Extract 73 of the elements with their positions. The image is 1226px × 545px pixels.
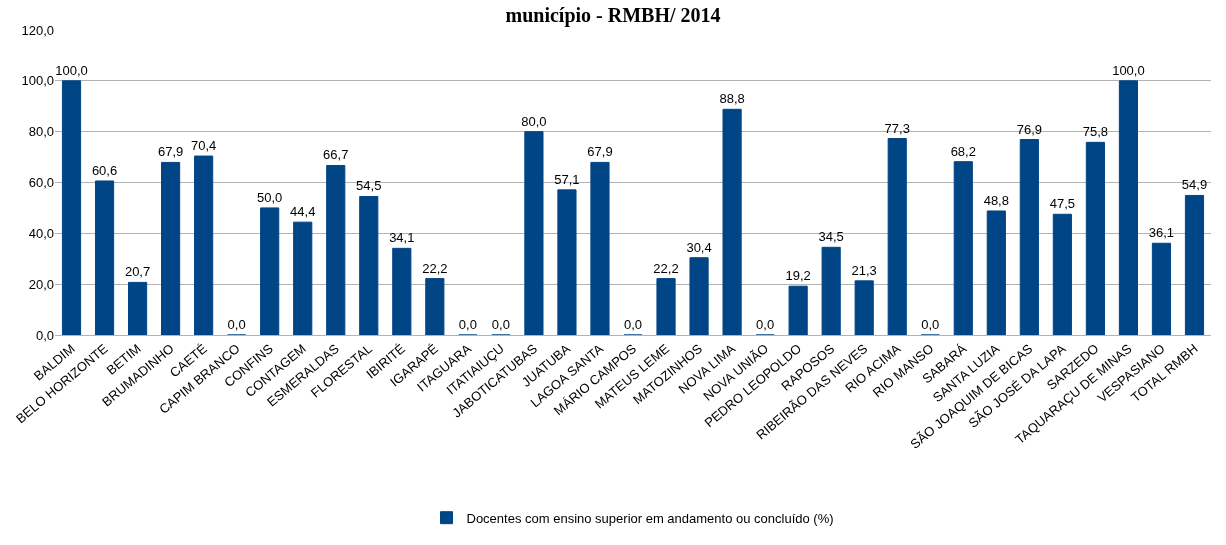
bar xyxy=(127,281,148,335)
data-label: 76,9 xyxy=(1016,121,1042,137)
bar xyxy=(722,108,742,335)
y-tick-label: 40,0 xyxy=(28,225,54,241)
data-label: 34,5 xyxy=(818,229,844,245)
data-label: 22,2 xyxy=(422,260,448,276)
chart-title: município - RMBH/ 2014 xyxy=(505,4,721,28)
bar xyxy=(1118,80,1139,335)
data-label: 21,3 xyxy=(851,262,877,278)
bar xyxy=(293,221,313,335)
bar xyxy=(425,278,445,335)
data-label: 19,2 xyxy=(785,268,811,284)
bar xyxy=(656,278,676,335)
data-label: 68,2 xyxy=(950,143,976,159)
bar xyxy=(689,257,709,335)
data-label: 0,0 xyxy=(458,317,477,332)
bar xyxy=(788,285,808,335)
bar xyxy=(392,247,412,335)
bar xyxy=(821,246,841,335)
bar xyxy=(590,161,610,335)
data-label: 88,8 xyxy=(719,91,745,107)
data-label: 47,5 xyxy=(1049,196,1076,212)
data-label: 0,0 xyxy=(921,317,940,332)
y-tick-label: 0,0 xyxy=(35,327,54,343)
data-label: 66,7 xyxy=(323,147,349,163)
data-label: 48,8 xyxy=(983,192,1009,208)
bar xyxy=(1052,213,1072,335)
data-label: 100,0 xyxy=(1112,62,1145,78)
bar xyxy=(61,80,82,335)
data-label: 34,1 xyxy=(389,230,415,246)
legend-label: Docentes com ensino superior em andamento ou concluído (%) xyxy=(466,510,834,526)
data-label: 0,0 xyxy=(623,317,643,332)
data-label: 0,0 xyxy=(491,317,510,332)
bar xyxy=(326,164,346,335)
bar xyxy=(260,207,280,335)
bar xyxy=(854,280,874,335)
data-label: 100,0 xyxy=(55,62,88,78)
y-tick-label: 100,0 xyxy=(21,73,54,89)
data-label: 44,4 xyxy=(290,204,316,220)
bar xyxy=(887,138,907,335)
bar xyxy=(557,189,577,335)
bar xyxy=(986,210,1006,335)
data-label: 30,4 xyxy=(686,239,712,255)
y-tick-label: 120,0 xyxy=(21,22,54,38)
bar xyxy=(953,161,973,335)
bar xyxy=(1019,139,1039,335)
data-label: 22,2 xyxy=(653,260,679,276)
data-label: 50,0 xyxy=(257,189,283,205)
data-label: 70,4 xyxy=(190,138,217,154)
bar xyxy=(524,131,544,335)
data-label: 20,7 xyxy=(124,264,151,280)
bar xyxy=(1085,141,1105,335)
data-label: 54,5 xyxy=(356,178,382,194)
bar xyxy=(161,161,181,335)
data-label: 36,1 xyxy=(1148,225,1175,241)
bar xyxy=(1184,194,1205,335)
data-label: 75,8 xyxy=(1082,124,1109,140)
data-label: 67,9 xyxy=(587,144,613,160)
bar xyxy=(194,155,214,335)
data-label: 0,0 xyxy=(756,317,775,332)
data-label: 67,9 xyxy=(157,144,184,160)
bar xyxy=(359,195,379,335)
data-label: 60,6 xyxy=(91,162,118,178)
y-tick-label: 20,0 xyxy=(28,276,54,292)
bar xyxy=(94,180,115,335)
y-tick-label: 80,0 xyxy=(28,124,54,140)
data-label: 54,9 xyxy=(1181,177,1208,193)
data-label: 0,0 xyxy=(227,317,246,332)
bar xyxy=(1151,242,1172,335)
data-label: 57,1 xyxy=(554,171,580,187)
data-label: 80,0 xyxy=(521,113,547,129)
y-tick-label: 60,0 xyxy=(28,175,54,191)
data-label: 77,3 xyxy=(884,120,910,136)
